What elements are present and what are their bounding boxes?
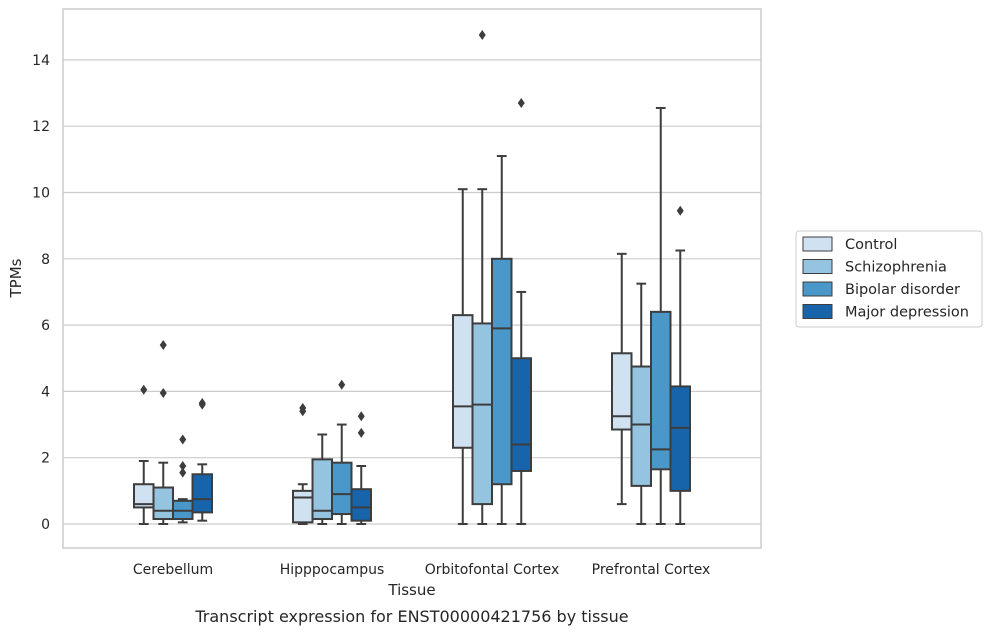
y-tick-labels: 0 2 4 6 8 10 12 14	[32, 53, 50, 533]
box-iqr	[331, 461, 353, 516]
box-0-3	[191, 398, 213, 522]
y-tick-label: 8	[41, 252, 50, 268]
box-1-0	[292, 402, 314, 525]
box-iqr	[630, 365, 652, 487]
legend-swatch	[802, 236, 833, 252]
x-tick-labels: Cerebellum Hipppocampus Orbitofontal Corte…	[133, 562, 710, 578]
y-tick-label: 12	[32, 119, 50, 135]
box-iqr	[292, 489, 314, 524]
box-iqr	[452, 314, 474, 449]
box-1-3	[350, 411, 372, 525]
box-3-0	[611, 252, 633, 506]
y-tick-label: 0	[41, 517, 50, 533]
x-axis-label: Tissue	[387, 581, 435, 599]
legend-label: Major depression	[845, 305, 969, 321]
legend-label: Schizophrenia	[845, 260, 947, 276]
outlier-point	[179, 434, 187, 445]
x-tick-label: Prefrontal Cortex	[592, 562, 711, 578]
box-1-2	[331, 379, 353, 525]
box-iqr	[471, 322, 493, 506]
outlier-point	[338, 379, 346, 390]
box-3-3	[669, 205, 691, 525]
legend-label: Control	[845, 237, 897, 253]
legend-frame	[795, 230, 983, 328]
box-iqr	[669, 385, 691, 492]
x-tick-label: Cerebellum	[133, 562, 213, 578]
box-3-1	[630, 282, 652, 525]
outlier-point	[478, 30, 486, 41]
box-iqr	[191, 473, 213, 514]
outlier-point	[299, 402, 307, 413]
y-gridlines	[63, 59, 761, 525]
legend-swatch	[802, 281, 833, 297]
box-2-3	[510, 97, 532, 525]
outlier-point	[198, 398, 206, 409]
outlier-point	[517, 97, 525, 108]
x-tick-label: Hipppocampus	[280, 562, 385, 578]
box-iqr	[350, 488, 372, 522]
legend-label: Bipolar disorder	[845, 282, 960, 298]
plot-frame	[62, 8, 762, 549]
box-2-0	[452, 188, 474, 525]
legend-swatch	[802, 259, 833, 274]
box-iqr	[611, 352, 633, 431]
box-iqr	[650, 310, 672, 471]
outlier-point	[159, 388, 167, 399]
box-iqr	[510, 357, 532, 472]
box-iqr	[491, 257, 513, 486]
chart-caption: Transcript expression for ENST0000042175…	[194, 607, 628, 626]
outlier-point	[140, 384, 148, 395]
box-iqr	[152, 486, 174, 521]
y-tick-label: 4	[41, 384, 50, 400]
outlier-point	[159, 339, 167, 350]
y-tick-label: 14	[32, 53, 50, 69]
box-0-2	[172, 434, 194, 524]
x-tick-label: Orbitofontal Cortex	[425, 562, 560, 578]
outlier-point	[179, 467, 187, 478]
y-tick-label: 2	[41, 451, 50, 467]
box-2-1	[471, 30, 493, 525]
y-axis-label: TPMs	[7, 258, 25, 298]
outlier-point	[357, 427, 365, 438]
outlier-point	[676, 205, 684, 216]
box-0-0	[133, 384, 155, 525]
boxes-group	[133, 30, 691, 525]
legend: Control Schizophrenia Bipolar disorder Majo…	[795, 230, 983, 328]
outlier-point	[357, 411, 365, 422]
y-tick-label: 10	[32, 186, 50, 202]
y-tick-label: 6	[41, 318, 50, 334]
outlier-point	[179, 460, 187, 471]
legend-swatch	[802, 304, 833, 319]
